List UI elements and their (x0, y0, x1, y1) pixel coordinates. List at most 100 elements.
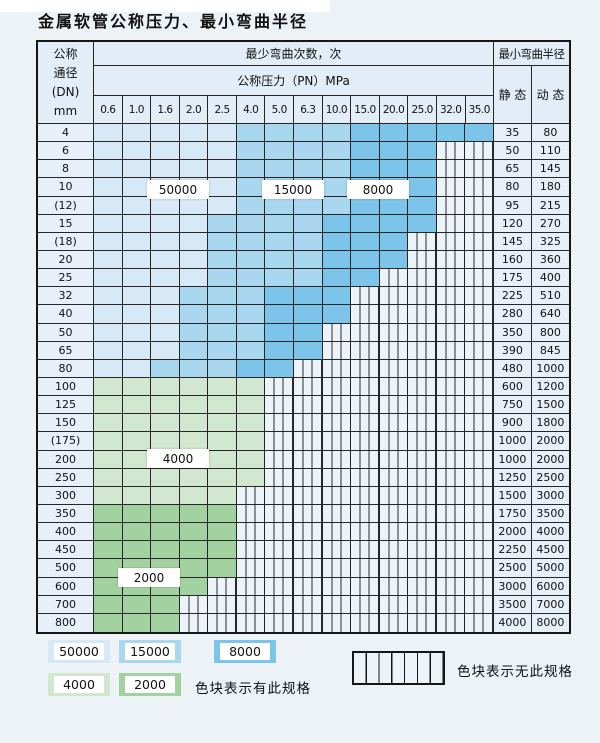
no-spec-cell (351, 377, 380, 397)
table-row: 100 600 1200 (38, 377, 569, 397)
dynamic-radius-cell: 3500 (531, 504, 569, 524)
spec-cell (379, 124, 409, 143)
table-row: 400 2000 4000 (38, 523, 569, 542)
cycle-count-label: 15000 (262, 180, 324, 199)
spec-cell (236, 142, 266, 161)
no-spec-cell (351, 486, 380, 505)
spec-cell (236, 124, 266, 143)
no-spec-cell (465, 287, 494, 306)
spec-cell (208, 142, 237, 161)
spec-cell (179, 305, 209, 324)
spec-cell (236, 359, 266, 378)
spec-cell (265, 359, 294, 378)
table-row: 125 750 1500 (38, 396, 569, 415)
spec-cell (151, 486, 180, 505)
spec-cell (179, 232, 209, 251)
spec-cell (208, 486, 237, 505)
spec-cell (236, 377, 266, 397)
static-radius-cell: 175 (493, 269, 532, 288)
header-nominal-pressure: 公称压力（PN）MPa (94, 66, 494, 96)
header-dynamic: 动 态 (532, 66, 569, 124)
no-spec-cell (436, 504, 466, 524)
spec-cell (179, 142, 209, 161)
dn-cell: 250 (38, 468, 94, 487)
spec-cell (236, 305, 266, 324)
no-spec-cell (379, 359, 409, 378)
table-row: (18) 145 325 (38, 232, 569, 251)
spec-cell (151, 287, 180, 306)
spec-cell (179, 124, 209, 143)
spec-cell (408, 196, 437, 215)
spec-cell (236, 196, 266, 215)
table-row: 200 1000 2000 (38, 450, 569, 469)
spec-cell (293, 196, 323, 215)
spec-cell (179, 323, 209, 342)
spec-cell (179, 160, 209, 179)
no-spec-cell (408, 341, 437, 360)
no-spec-cell (293, 577, 323, 596)
no-spec-cell (465, 196, 494, 215)
spec-cell (208, 450, 237, 469)
table-row: 15 120 270 (38, 214, 569, 233)
spec-cell (179, 214, 209, 233)
dynamic-radius-cell: 510 (531, 287, 569, 306)
pressure-tick: 35.0 (465, 96, 495, 124)
spec-cell (94, 523, 123, 542)
spec-cell (122, 124, 152, 143)
no-spec-cell (351, 595, 380, 614)
spec-cell (179, 559, 209, 578)
no-spec-cell (379, 595, 409, 614)
table-header: 公称 通径 (DN) mm 最少弯曲次数，次 最小弯曲半径 公称压力（PN）MP… (38, 42, 569, 124)
no-spec-cell (436, 414, 466, 433)
spec-cell (322, 232, 352, 251)
pressure-ticks: 0.6 1.0 1.6 2.0 2.5 4.0 5.0 6.3 10.0 15.0 20.0 25.0… (94, 96, 495, 124)
dynamic-radius-cell: 145 (531, 160, 569, 179)
spec-cell (265, 124, 294, 143)
header-dn: 公称 通径 (DN) mm (38, 42, 94, 124)
header-dn-line3: (DN) (51, 84, 80, 99)
spec-cell (265, 196, 294, 215)
spec-cell (379, 214, 409, 233)
dynamic-radius-cell: 640 (531, 305, 569, 324)
no-spec-cell (293, 613, 323, 632)
table-row: 700 3500 7000 (38, 595, 569, 614)
pressure-tick: 32.0 (436, 96, 466, 124)
spec-cell (293, 214, 323, 233)
spec-cell (293, 341, 323, 360)
spec-cell (436, 124, 466, 143)
spec-cell (351, 232, 380, 251)
table-row: 250 1250 2500 (38, 468, 569, 487)
pressure-tick: 1.0 (122, 96, 152, 124)
spec-cell (151, 523, 180, 542)
spec-cell (179, 432, 209, 451)
cycle-count-label: 2000 (118, 568, 180, 587)
pressure-tick: 2.0 (179, 96, 209, 124)
no-spec-cell (236, 613, 266, 632)
no-spec-cell (208, 595, 237, 614)
dn-cell: 600 (38, 577, 94, 596)
table-row: 25 175 400 (38, 269, 569, 288)
spec-cell (265, 269, 294, 288)
table-row: 65 390 845 (38, 341, 569, 360)
no-spec-cell (465, 142, 494, 161)
pressure-tick: 0.6 (94, 96, 123, 124)
no-spec-cell (465, 377, 494, 397)
no-spec-cell (408, 577, 437, 596)
table-body: 4 35 80 6 50 110 8 65 145 10 80 180 (12) 95 215 15 120 27… (38, 124, 569, 632)
static-radius-cell: 225 (493, 287, 532, 306)
legend-swatch-50000: 50000 (48, 640, 110, 663)
spec-cell (151, 541, 180, 560)
spec-cell (293, 232, 323, 251)
no-spec-cell (293, 504, 323, 524)
spec-cell (151, 142, 180, 161)
table-row: 50 350 800 (38, 323, 569, 342)
spec-cell (179, 196, 209, 215)
no-spec-cell (351, 468, 380, 487)
spec-cell (94, 613, 123, 632)
no-spec-cell (293, 414, 323, 433)
table-row: (175) 1000 2000 (38, 432, 569, 451)
spec-cell (408, 214, 437, 233)
spec-cell (351, 160, 380, 179)
static-radius-cell: 480 (493, 359, 532, 378)
no-spec-cell (436, 486, 466, 505)
